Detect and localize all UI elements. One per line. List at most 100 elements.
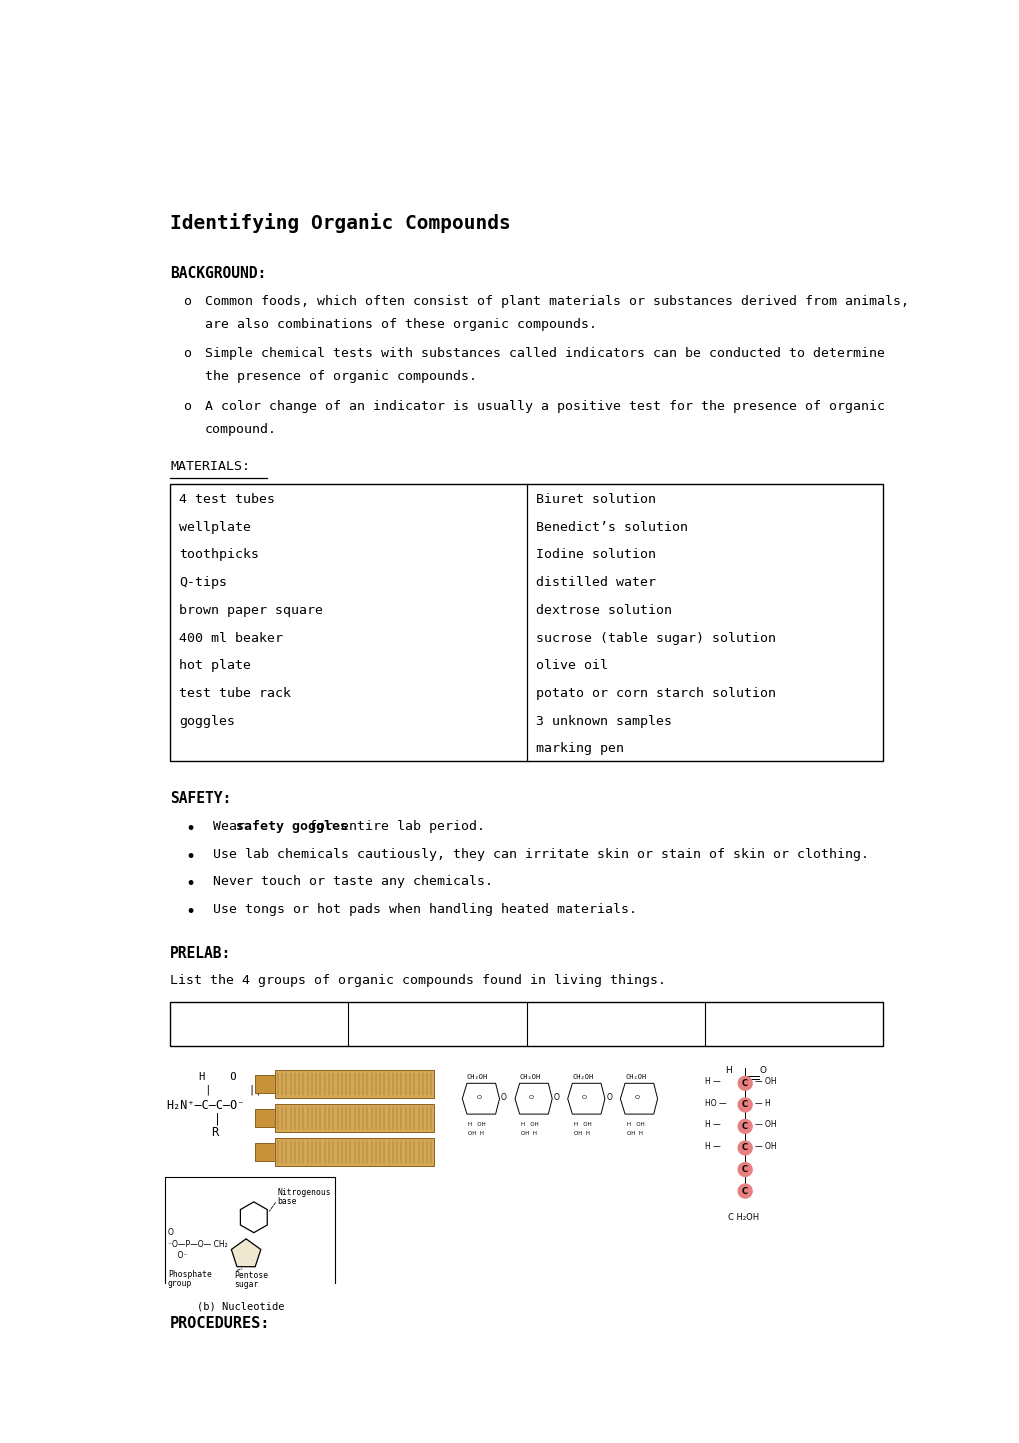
Text: (b) Nucleotide: (b) Nucleotide [197, 1302, 284, 1312]
Polygon shape [231, 1240, 261, 1267]
Text: compound.: compound. [205, 423, 277, 436]
Text: wellplate: wellplate [179, 521, 251, 534]
Bar [255, 1108, 275, 1127]
Text: Wear: Wear [213, 820, 253, 833]
Text: O: O [553, 1092, 559, 1101]
Text: O: O [759, 1065, 765, 1075]
Text: test tube rack: test tube rack [179, 687, 291, 700]
Text: C: C [742, 1101, 748, 1110]
Bar [274, 1104, 433, 1131]
Text: Use lab chemicals cautiously, they can irritate skin or stain of skin or clothin: Use lab chemicals cautiously, they can i… [213, 847, 868, 860]
Text: C: C [742, 1079, 748, 1088]
Text: safety goggles: safety goggles [235, 820, 347, 833]
Text: PRELAB:: PRELAB: [170, 947, 231, 961]
Text: •: • [185, 903, 196, 921]
Text: O: O [606, 1092, 611, 1101]
Text: CH₂OH: CH₂OH [519, 1074, 540, 1079]
Text: Simple chemical tests with substances called indicators can be conducted to dete: Simple chemical tests with substances ca… [205, 348, 884, 361]
Text: PROCEDURES:: PROCEDURES: [170, 1316, 270, 1330]
Text: Biuret solution: Biuret solution [535, 494, 655, 506]
Text: O: O [476, 1095, 481, 1100]
Text: C: C [742, 1186, 748, 1196]
Text: Use tongs or hot pads when handling heated materials.: Use tongs or hot pads when handling heat… [213, 903, 636, 916]
Bar [274, 1071, 433, 1098]
Text: — OH: — OH [754, 1120, 776, 1130]
Text: CH₂OH: CH₂OH [572, 1074, 593, 1079]
Text: hot plate: hot plate [179, 659, 251, 672]
Text: marking pen: marking pen [535, 743, 624, 756]
Text: Benedict’s solution: Benedict’s solution [535, 521, 687, 534]
Text: •: • [185, 820, 196, 838]
Text: OH  H: OH H [574, 1131, 589, 1136]
Text: potato or corn starch solution: potato or corn starch solution [535, 687, 775, 700]
Text: H   OH: H OH [521, 1121, 538, 1127]
Text: o: o [183, 400, 192, 413]
Text: C: C [742, 1121, 748, 1131]
Text: distilled water: distilled water [535, 576, 655, 589]
Text: OH  H: OH H [521, 1131, 537, 1136]
Text: sucrose (table sugar) solution: sucrose (table sugar) solution [535, 632, 775, 645]
Text: OH  H: OH H [468, 1131, 484, 1136]
Text: O⁻: O⁻ [168, 1251, 187, 1260]
Text: H₂N⁺—C—C—O⁻: H₂N⁺—C—C—O⁻ [166, 1098, 245, 1111]
Circle shape [738, 1098, 751, 1111]
Text: — H: — H [754, 1098, 770, 1108]
Text: R: R [211, 1127, 218, 1140]
Text: CH₂OH: CH₂OH [467, 1074, 488, 1079]
Circle shape [738, 1076, 751, 1091]
Text: 4 test tubes: 4 test tubes [179, 494, 275, 506]
Text: O: O [634, 1095, 639, 1100]
Text: for entire lab period.: for entire lab period. [301, 820, 485, 833]
Text: H —: H — [704, 1078, 719, 1087]
Bar [170, 485, 882, 762]
Text: o: o [183, 348, 192, 361]
Text: Nitrogenous: Nitrogenous [277, 1188, 330, 1198]
Text: OH  H: OH H [626, 1131, 642, 1136]
Bar [170, 1001, 882, 1046]
Text: H —: H — [704, 1120, 719, 1130]
Text: 3 unknown samples: 3 unknown samples [535, 714, 672, 727]
Text: Identifying Organic Compounds: Identifying Organic Compounds [170, 214, 511, 234]
Text: SAFETY:: SAFETY: [170, 791, 231, 805]
Text: C H₂OH: C H₂OH [728, 1212, 758, 1222]
Text: Never touch or taste any chemicals.: Never touch or taste any chemicals. [213, 876, 492, 889]
Text: H   OH: H OH [626, 1121, 644, 1127]
Circle shape [738, 1141, 751, 1154]
Text: O: O [500, 1092, 506, 1101]
Text: olive oil: olive oil [535, 659, 607, 672]
Text: C: C [742, 1165, 748, 1175]
Text: toothpicks: toothpicks [179, 548, 259, 561]
Text: BACKGROUND:: BACKGROUND: [170, 266, 266, 280]
Text: H   OH: H OH [468, 1121, 486, 1127]
Text: CH₂OH: CH₂OH [625, 1074, 646, 1079]
Text: H: H [725, 1065, 731, 1075]
Text: Iodine solution: Iodine solution [535, 548, 655, 561]
Text: dextrose solution: dextrose solution [535, 603, 672, 616]
Text: brown paper square: brown paper square [179, 603, 323, 616]
Text: the presence of organic compounds.: the presence of organic compounds. [205, 371, 477, 384]
Text: 400 ml beaker: 400 ml beaker [179, 632, 283, 645]
Text: goggles: goggles [179, 714, 235, 727]
Text: O: O [581, 1095, 586, 1100]
Text: O: O [529, 1095, 533, 1100]
Text: HO —: HO — [704, 1098, 726, 1108]
Text: |      ||: | || [199, 1085, 261, 1095]
Text: |: | [214, 1113, 221, 1126]
Text: base: base [277, 1198, 297, 1206]
Text: o: o [183, 294, 192, 307]
Circle shape [738, 1185, 751, 1198]
Text: Pentose: Pentose [234, 1271, 268, 1280]
Text: are also combinations of these organic compounds.: are also combinations of these organic c… [205, 317, 596, 330]
Text: Q-tips: Q-tips [179, 576, 227, 589]
Text: Common foods, which often consist of plant materials or substances derived from : Common foods, which often consist of pla… [205, 294, 908, 307]
Text: — OH: — OH [754, 1078, 776, 1087]
Text: group: group [168, 1278, 192, 1289]
Text: C: C [742, 1143, 748, 1153]
Text: H —: H — [704, 1141, 719, 1152]
Text: H    O: H O [199, 1072, 236, 1082]
Text: Phosphate: Phosphate [168, 1270, 212, 1278]
Text: — OH: — OH [754, 1141, 776, 1152]
Text: sugar: sugar [234, 1280, 259, 1290]
Text: H   OH: H OH [574, 1121, 591, 1127]
Text: MATERIALS:: MATERIALS: [170, 460, 250, 473]
